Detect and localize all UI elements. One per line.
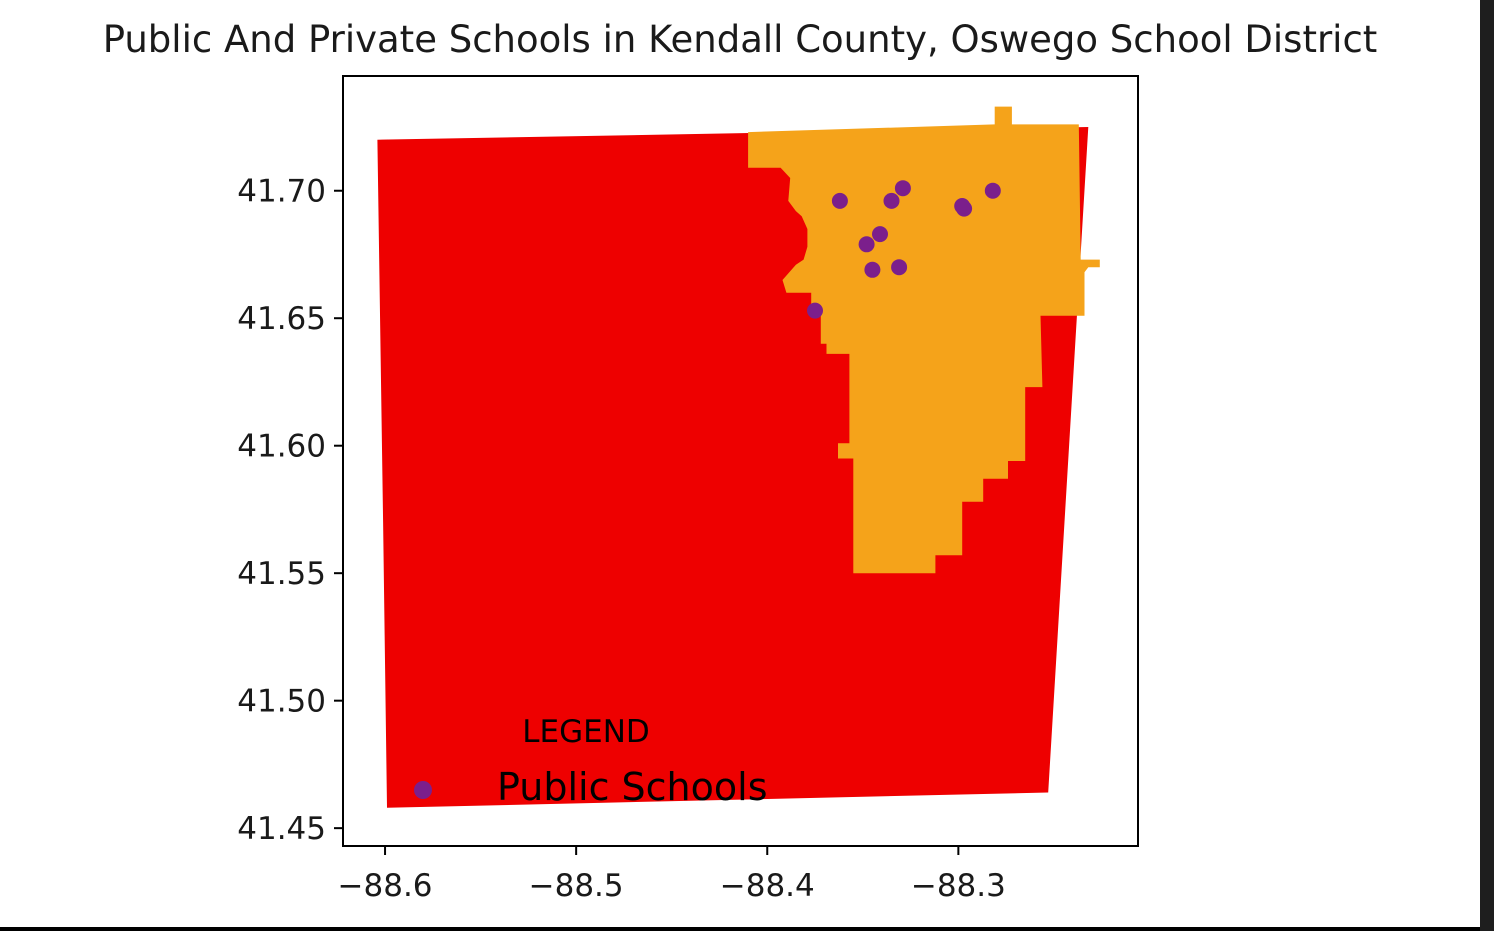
- y-tick-label: 41.45: [237, 811, 326, 847]
- x-axis: −88.6 −88.5 −88.4 −88.3: [338, 846, 1006, 904]
- school-point: [894, 180, 911, 197]
- x-tick-label: −88.6: [338, 868, 433, 904]
- school-point: [807, 302, 823, 319]
- y-tick-label: 41.60: [237, 429, 326, 465]
- school-point: [864, 261, 881, 278]
- school-point: [954, 198, 971, 214]
- school-district-region: [748, 106, 1100, 574]
- x-tick-label: −88.3: [911, 868, 1006, 904]
- plot-frame: [342, 75, 1139, 847]
- school-point: [872, 226, 888, 243]
- y-tick-label: 41.70: [237, 174, 326, 210]
- legend-marker: [414, 781, 432, 799]
- school-point: [883, 192, 900, 209]
- x-tick-label: −88.5: [529, 868, 624, 904]
- school-point: [858, 236, 875, 253]
- legend: LEGEND Public Schools: [414, 714, 768, 809]
- legend-title: LEGEND: [522, 714, 650, 750]
- school-point: [891, 259, 908, 276]
- y-tick-label: 41.50: [237, 684, 326, 720]
- school-point: [984, 182, 1001, 199]
- legend-label: Public Schools: [497, 765, 768, 809]
- school-point: [831, 192, 848, 209]
- window-edge: [1480, 0, 1494, 931]
- x-tick-label: −88.4: [720, 868, 815, 904]
- y-axis: 41.70 41.65 41.60 41.55 41.50 41.45: [237, 174, 343, 847]
- y-tick-label: 41.55: [237, 556, 326, 592]
- chart-title: Public And Private Schools in Kendall Co…: [103, 18, 1378, 61]
- plot-area: [377, 106, 1100, 808]
- y-tick-label: 41.65: [237, 301, 326, 337]
